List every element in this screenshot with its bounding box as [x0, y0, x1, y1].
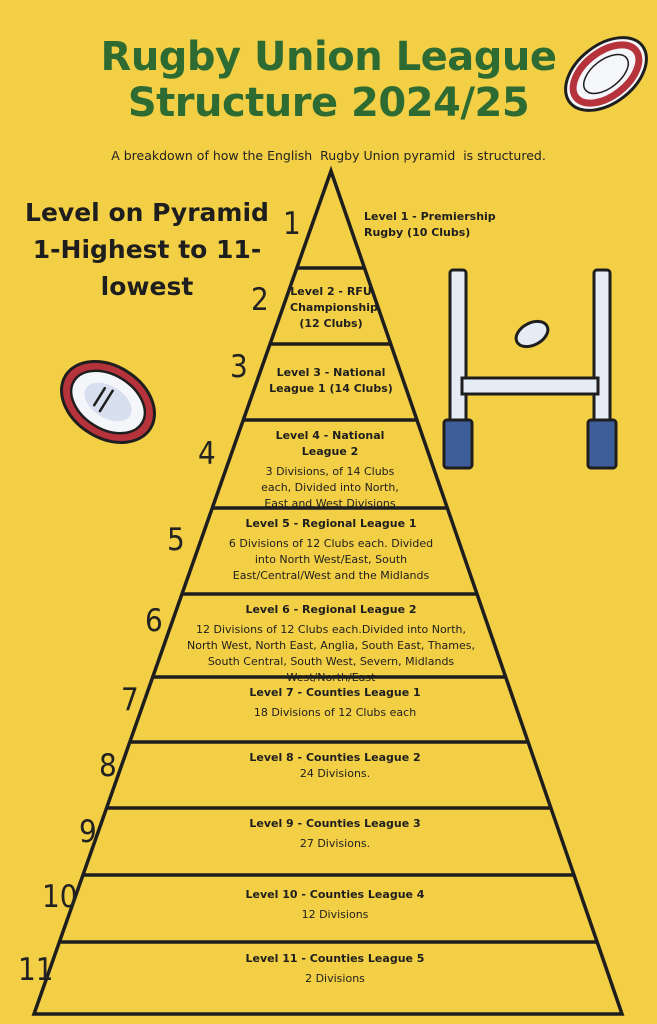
tier-heading: Level 4 - National League 2: [275, 429, 385, 458]
level-number: 8: [99, 748, 117, 784]
tier-label: Level 8 - Counties League 2 24 Divisions.: [200, 750, 470, 782]
level-number: 7: [121, 682, 139, 718]
tier-description: 18 Divisions of 12 Clubs each: [253, 706, 417, 719]
tier-label: Level 11 - Counties League 5 2 Divisions: [200, 951, 470, 987]
tier-label: Level 2 - RFU Championship (12 Clubs): [290, 284, 378, 332]
tier-heading: Level 8 - Counties League 2: [249, 751, 421, 764]
tier-heading: Level 11 - Counties League 5: [245, 952, 425, 965]
level-number: 5: [167, 522, 185, 558]
tier-description: 24 Divisions.: [299, 767, 371, 780]
rugby-ball-icon: [60, 360, 156, 444]
tier-label: Level 4 - National League 2 3 Divisions, …: [255, 428, 405, 512]
level-number: 11: [18, 952, 54, 988]
tier-heading: Level 5 - Regional League 1: [245, 517, 417, 530]
title-line-2: Structure 2024/25: [127, 80, 530, 126]
tier-label: Level 6 - Regional League 2 12 Divisions …: [186, 602, 476, 686]
level-number: 9: [79, 814, 97, 850]
tier-label: Level 9 - Counties League 3 27 Divisions.: [200, 816, 470, 852]
tier-heading: Level 9 - Counties League 3: [249, 817, 421, 830]
level-number: 6: [145, 603, 163, 639]
level-number: 2: [251, 282, 269, 318]
page-subtitle: A breakdown of how the English Rugby Uni…: [111, 148, 546, 163]
tier-heading: Level 10 - Counties League 4: [245, 888, 425, 901]
tier-heading: Level 6 - Regional League 2: [245, 603, 417, 616]
tier-label: Level 3 - National League 1 (14 Clubs): [262, 365, 400, 397]
tier-description: 27 Divisions.: [299, 837, 371, 850]
tier-heading: Level 2 - RFU Championship (12 Clubs): [290, 285, 378, 330]
level-number: 1: [283, 206, 301, 242]
tier-label: Level 1 - Premiership Rugby (10 Clubs): [364, 209, 504, 241]
rugby-goalposts-icon: [442, 268, 618, 470]
tier-description: 2 Divisions: [305, 972, 365, 985]
tier-heading: Level 7 - Counties League 1: [249, 686, 421, 699]
tier-description: 12 Divisions of 12 Clubs each.Divided in…: [187, 623, 475, 684]
legend-line-3: lowest: [100, 272, 194, 301]
tier-label: Level 7 - Counties League 1 18 Divisions …: [200, 685, 470, 721]
legend-line-1: Level on Pyramid: [25, 198, 269, 227]
legend-line-2: 1-Highest to 11-: [32, 235, 262, 264]
level-number: 10: [42, 879, 78, 915]
tier-label: Level 10 - Counties League 4 12 Divisions: [200, 887, 470, 923]
tier-description: 12 Divisions: [301, 908, 369, 921]
level-legend: Level on Pyramid 1-Highest to 11- lowest: [22, 194, 272, 305]
rugby-ball-icon: [564, 36, 648, 112]
level-number: 4: [198, 436, 216, 472]
page-title: Rugby Union League Structure 2024/25: [60, 34, 597, 126]
tier-heading: Level 1 - Premiership Rugby (10 Clubs): [364, 210, 496, 239]
title-line-1: Rugby Union League: [100, 34, 557, 80]
tier-description: 6 Divisions of 12 Clubs each. Divided in…: [228, 537, 434, 582]
tier-description: 3 Divisions, of 14 Clubs each, Divided i…: [261, 465, 399, 510]
tier-heading: Level 3 - National League 1 (14 Clubs): [269, 366, 393, 395]
tier-label: Level 5 - Regional League 1 6 Divisions o…: [220, 516, 442, 584]
level-number: 3: [230, 349, 248, 385]
